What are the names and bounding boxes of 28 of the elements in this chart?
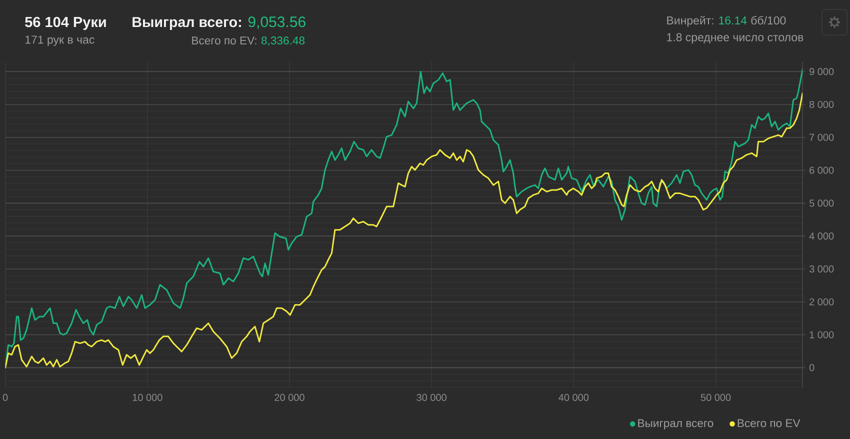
x-tick-label: 50 000 [700, 394, 731, 402]
text: Всего по EV: [192, 36, 256, 45]
text: 16.14 [719, 16, 747, 25]
y-tick-label: 3 000 [809, 265, 834, 273]
y-tick-label: 4 000 [809, 232, 834, 240]
text: Винрейт: [667, 16, 714, 27]
y-tick-label: 8 000 [809, 100, 834, 108]
y-tick-label: 5 000 [809, 200, 834, 207]
y-tick-label: 9 000 [810, 68, 834, 76]
text: Выиграл всего: [132, 17, 241, 30]
text: 9,053.56 [248, 16, 306, 29]
x-tick-label: 40 000 [558, 394, 589, 402]
legend-label: Выиграл всего [638, 419, 714, 430]
y-tick-label: 2 000 [810, 298, 834, 306]
legend-label: Всего по EV [738, 419, 800, 428]
x-tick-label: 30 000 [416, 394, 446, 402]
text: 1.8 среднее число столов [667, 33, 804, 44]
x-tick-label: 0 [2, 394, 8, 402]
chart-subtitle: 171 рук в час [25, 36, 94, 46]
y-tick-label: 1 000 [810, 331, 834, 338]
y-tick-label: 7 000 [810, 134, 834, 141]
y-tick-label: 6 000 [810, 166, 834, 174]
text: бб/100 [751, 16, 786, 25]
x-tick-label: 20 000 [274, 394, 304, 402]
text: 8,336.48 [261, 36, 304, 46]
y-tick-label: 0 [809, 364, 814, 372]
x-tick-label: 10 000 [132, 394, 162, 402]
chart-title: 56 104 Руки [25, 16, 106, 30]
